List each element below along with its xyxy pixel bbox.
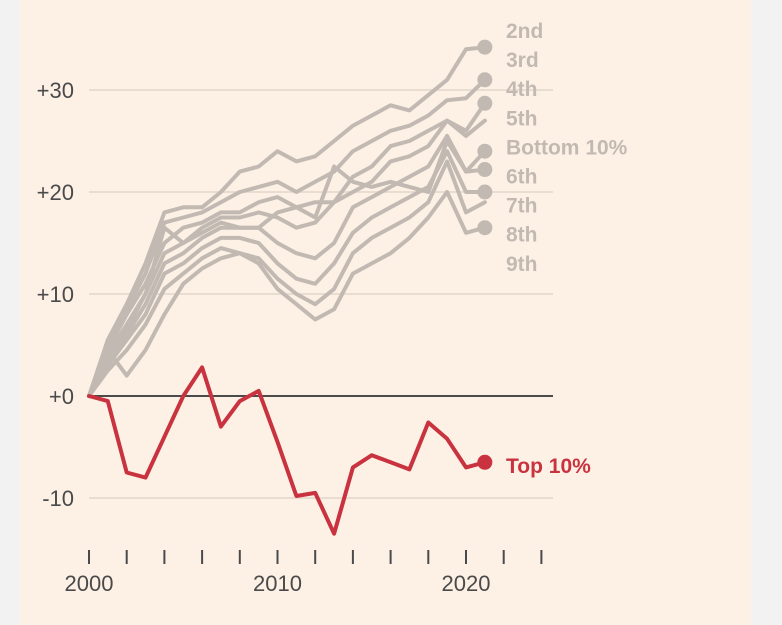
series-label-top-10: Top 10% [506,455,591,478]
series-end-dot-3rd [477,72,493,88]
chart-panel: 2000 2010 2020 +30 +20 +10 +0 -10 2nd 3rd 4th 5th… [20,0,751,625]
series-line-5th [87,118,487,398]
series-line-3rd [87,77,487,398]
series-label: 8th [506,224,538,247]
series-line-6th [87,133,487,398]
series-label: Bottom 10% [506,136,628,159]
series-line-bottom-10 [87,139,487,398]
series-end-dot-9th [477,220,493,236]
series-line-7th [87,149,487,398]
x-tick-label: 2010 [253,571,302,596]
series-end-dot-7th [477,184,493,200]
series-end-dot-2nd [477,39,493,55]
series-line-8th [87,159,487,398]
series-end-dot-6th [477,162,493,178]
series-label: 6th [506,166,538,189]
series-label: 3rd [506,49,539,72]
x-tick-label: 2000 [65,571,114,596]
series-line-top-10 [87,365,487,536]
series-label: 4th [506,78,538,101]
y-tick-label: +30 [37,78,74,103]
x-axis: 2000 2010 2020 [65,550,543,596]
y-tick-label: +0 [49,384,74,409]
y-axis-labels: +30 +20 +10 +0 -10 [37,78,74,511]
series-label: 5th [506,107,538,130]
y-tick-label: +20 [37,180,74,205]
series-line-2nd [87,45,487,398]
line-chart: 2000 2010 2020 +30 +20 +10 +0 -10 2nd 3rd 4th 5th… [37,20,628,596]
series-lines [87,39,493,536]
series-label: 2nd [506,20,543,43]
series-line-9th [87,190,487,398]
series-end-dot-top-10 [477,454,493,470]
series-end-dot-4th [477,95,493,111]
x-tick-label: 2020 [442,571,491,596]
series-labels: 2nd 3rd 4th 5th Bottom 10% 6th 7th 8th 9th Top 10… [506,20,628,478]
series-label: 9th [506,253,538,276]
y-tick-label: -10 [42,486,74,511]
series-label: 7th [506,195,538,218]
series-end-dot-bottom-10 [477,143,493,159]
y-tick-label: +10 [37,282,74,307]
